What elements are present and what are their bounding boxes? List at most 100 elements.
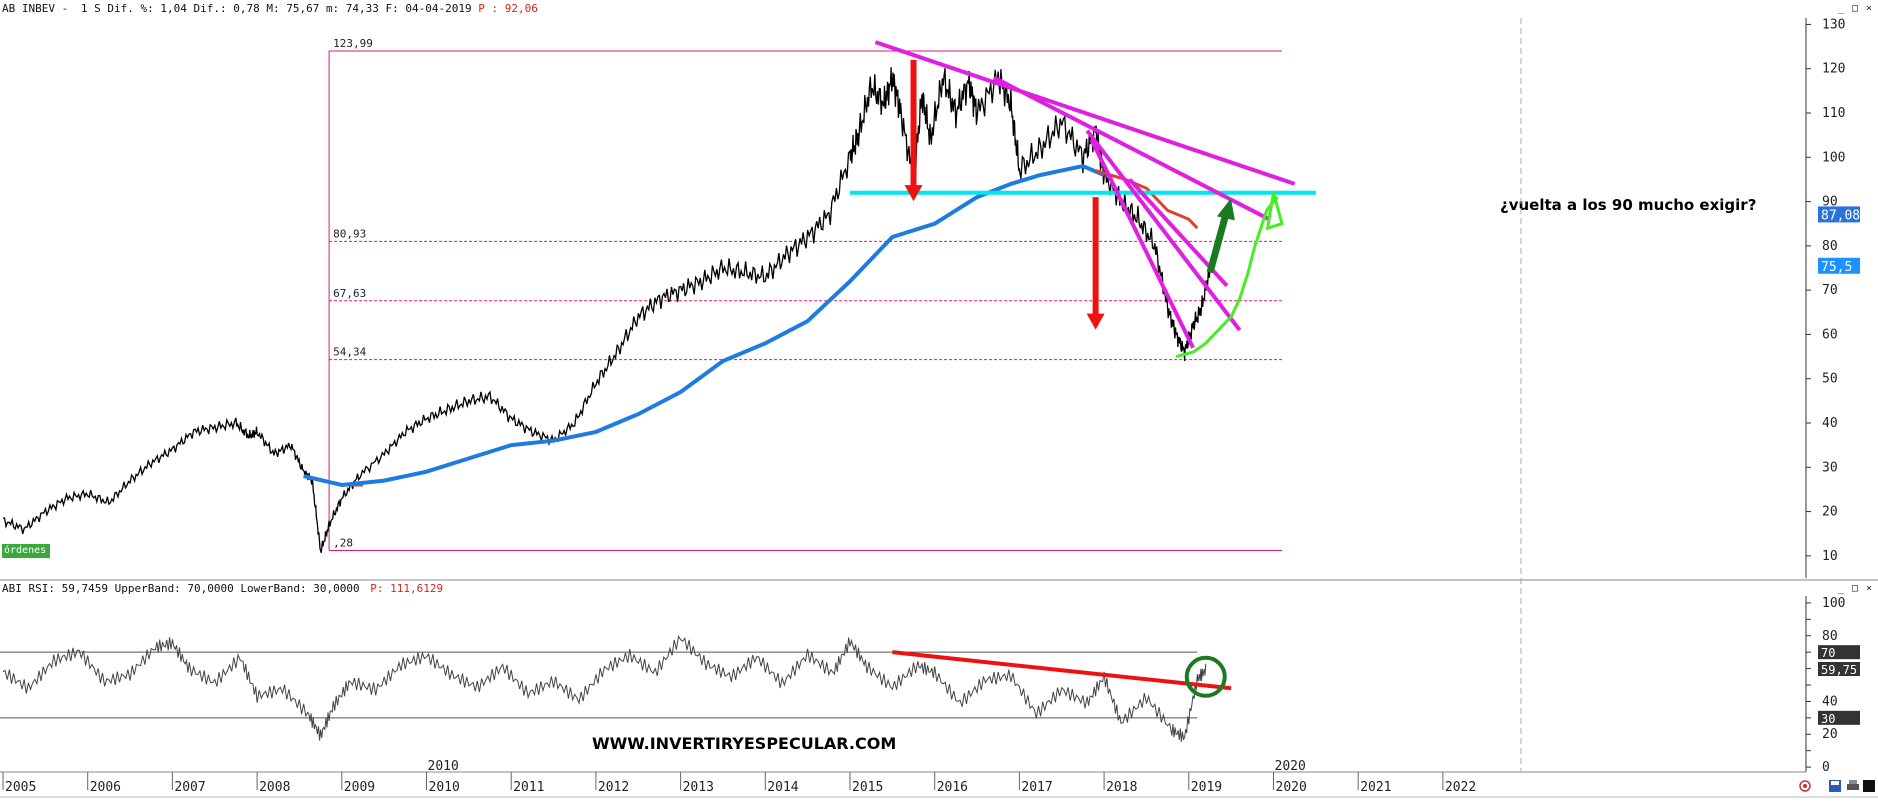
x-axis-label: 2016 xyxy=(937,780,968,795)
trendline xyxy=(874,40,1296,186)
max-label: M: 75,67 xyxy=(266,2,320,15)
price-header: AB INBEV - 1 S Dif. %: 1,04 Dif.: 0,78 M… xyxy=(0,2,538,16)
price-y-tick-label: 110 xyxy=(1822,106,1845,121)
price-tag-box xyxy=(1818,206,1860,223)
projection-arrowhead xyxy=(1265,192,1284,231)
fib-level-label: 54,34 xyxy=(333,346,366,359)
price-series xyxy=(2,67,1211,554)
green-arrow xyxy=(1206,198,1235,274)
ma-blue-line xyxy=(303,164,1105,488)
red-arrow-2015 xyxy=(904,59,923,202)
price-y-tick-label: 130 xyxy=(1822,17,1845,32)
close-button[interactable]: × xyxy=(1865,3,1873,14)
ordenes-button[interactable]: órdenes xyxy=(2,544,50,558)
x-axis-label: 2011 xyxy=(513,780,544,795)
p-label: P : 92,06 xyxy=(478,2,538,15)
fib-level-label: 123,99 xyxy=(333,37,373,50)
rsi-close-button[interactable]: × xyxy=(1865,583,1873,594)
price-tag: 87,08 xyxy=(1818,206,1860,223)
ticker-name: AB INBEV - xyxy=(2,2,69,15)
x-axis-label: 2013 xyxy=(683,780,714,795)
minimize-button[interactable]: _ xyxy=(1837,3,1845,14)
x-axis-sublabel: 2010 xyxy=(428,759,459,774)
rsi-minimize-button[interactable]: _ xyxy=(1837,583,1845,594)
moving-averages xyxy=(303,164,1199,488)
price-y-tick-label: 80 xyxy=(1822,239,1838,254)
price-y-tick-label: 50 xyxy=(1822,372,1838,387)
date-label: F: 04-04-2019 xyxy=(385,2,472,15)
rsi-tag-box xyxy=(1818,661,1860,676)
price-tag-label: 87,08 xyxy=(1821,208,1860,223)
x-axis-label: 2018 xyxy=(1106,780,1137,795)
rsi-y-axis: 020406080100 xyxy=(1806,596,1845,775)
x-axis-label: 2008 xyxy=(259,780,290,795)
price-y-tick-label: 100 xyxy=(1822,150,1845,165)
print-icon[interactable] xyxy=(1846,778,1860,792)
price-tags: 87,08 75,5 70 59,75 30 xyxy=(1818,206,1860,726)
settings-icon[interactable] xyxy=(1798,778,1812,792)
x-axis-label: 2010 xyxy=(429,780,460,795)
price-y-tick-label: 40 xyxy=(1822,416,1838,431)
x-axis-label: 2009 xyxy=(344,780,375,795)
save-icon[interactable] xyxy=(1828,778,1842,792)
trendline xyxy=(1089,138,1195,349)
x-axis-label: 2007 xyxy=(174,780,205,795)
rsi-series xyxy=(0,635,1232,742)
x-axis-label: 2005 xyxy=(5,780,36,795)
fib-level-label: 67,63 xyxy=(333,287,366,300)
rsi-header-text: ABI RSI: 59,7459 UpperBand: 70,0000 Lowe… xyxy=(2,582,360,595)
price-y-axis: 10 20 30 40 50 60 70 80 90 100 110 120 130 xyxy=(1806,17,1845,564)
rsi-tag-label: 30 xyxy=(1821,712,1835,726)
rsi-tag: 70 xyxy=(1818,645,1860,660)
rsi-restore-button[interactable]: □ xyxy=(1851,583,1859,594)
x-axis-label: 2015 xyxy=(852,780,883,795)
price-tag-label: 75,5 xyxy=(1821,260,1852,275)
x-axis-label: 2021 xyxy=(1360,780,1391,795)
rsi-y-tick-label: 20 xyxy=(1822,727,1838,742)
ma-red-late-line xyxy=(1095,169,1199,230)
rsi-line xyxy=(2,635,1207,742)
projection-line xyxy=(1175,196,1279,359)
x-axis-label: 2022 xyxy=(1445,780,1476,795)
stop-icon[interactable] xyxy=(1862,778,1876,792)
x-axis-label: 2006 xyxy=(90,780,121,795)
restore-button[interactable]: □ xyxy=(1851,3,1859,14)
x-axis-sublabel: 2020 xyxy=(1275,759,1306,774)
x-axis-label: 2020 xyxy=(1276,780,1307,795)
x-axis-label: 2017 xyxy=(1021,780,1052,795)
price-tag: 75,5 xyxy=(1818,257,1860,275)
green-arrow-shaft xyxy=(1206,209,1231,274)
rsi-y-tick-label: 0 xyxy=(1822,760,1830,775)
rsi-highlight-circle xyxy=(1184,655,1227,698)
rsi-y-tick-label: 100 xyxy=(1822,596,1845,611)
red-arrow-2015-head xyxy=(904,185,923,202)
price-y-tick-label: 120 xyxy=(1822,62,1845,77)
dif-pct-label: Dif. %: 1,04 xyxy=(107,2,187,15)
annotation-text: ¿vuelta a los 90 mucho exigir? xyxy=(1500,196,1757,214)
rsi-trendline xyxy=(892,650,1232,691)
price-y-tick-label: 30 xyxy=(1822,460,1838,475)
x-axis-label: 2019 xyxy=(1191,780,1222,795)
price-y-tick-label: 70 xyxy=(1822,283,1838,298)
fib-level-label: 80,93 xyxy=(333,227,366,240)
rsi-tag-label: 59,75 xyxy=(1821,663,1857,677)
rsi-p-label: P: 111,6129 xyxy=(370,582,444,595)
rsi-y-tick-label: 40 xyxy=(1822,694,1838,709)
price-line xyxy=(2,67,1211,554)
rsi-tag-box xyxy=(1818,645,1860,660)
price-y-tick-label: 10 xyxy=(1822,549,1838,564)
rsi-y-tick-label: 80 xyxy=(1822,629,1838,644)
min-label: m: 74,33 xyxy=(325,2,379,15)
red-arrow-2017-head xyxy=(1086,313,1105,330)
trendline xyxy=(1085,129,1242,332)
rsi-header: ABI RSI: 59,7459 UpperBand: 70,0000 Lowe… xyxy=(0,582,443,596)
rsi-tag: 59,75 xyxy=(1818,661,1860,677)
rsi-tag-label: 70 xyxy=(1821,646,1835,660)
x-axis-label: 2014 xyxy=(767,780,798,795)
chart-drawings xyxy=(850,40,1316,359)
price-y-tick-label: 90 xyxy=(1822,195,1838,210)
red-arrow-2017 xyxy=(1086,197,1105,330)
price-y-tick-label: 60 xyxy=(1822,327,1838,342)
